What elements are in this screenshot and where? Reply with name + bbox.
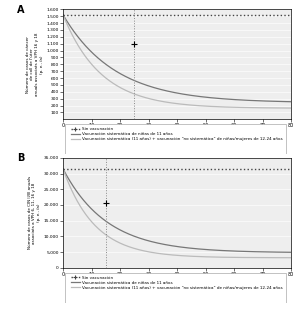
Text: B: B bbox=[17, 153, 25, 163]
Text: A: A bbox=[17, 5, 25, 15]
X-axis label: Anys posteriors a la introducció de la vacuna tetravalente front al VPH: Anys posteriors a la introducció de la v… bbox=[100, 130, 254, 134]
Legend: Sin vacunación, Vacunación sistemática de niñas de 11 años, Vacunación sistemáti: Sin vacunación, Vacunación sistemática d… bbox=[70, 126, 284, 142]
Legend: Sin vacunación, Vacunación sistemática de niñas de 11 años, Vacunación sistemáti: Sin vacunación, Vacunación sistemática d… bbox=[70, 274, 284, 291]
FancyBboxPatch shape bbox=[65, 125, 286, 154]
FancyBboxPatch shape bbox=[65, 273, 286, 303]
Y-axis label: Número de casos de CIN II/III anuals
associats a VPH 6, 11, 16 y 18
(p. e., /a): Número de casos de CIN II/III anuals ass… bbox=[28, 176, 41, 249]
X-axis label: Anys posteriors a la introducció de la vacuna tetravalente front al VPH: Anys posteriors a la introducció de la v… bbox=[100, 279, 254, 283]
Y-axis label: Número de casos de càncer
de coll de l'úter
anuals associats a VPH 16 y 18
(p. e: Número de casos de càncer de coll de l'ú… bbox=[26, 32, 44, 96]
